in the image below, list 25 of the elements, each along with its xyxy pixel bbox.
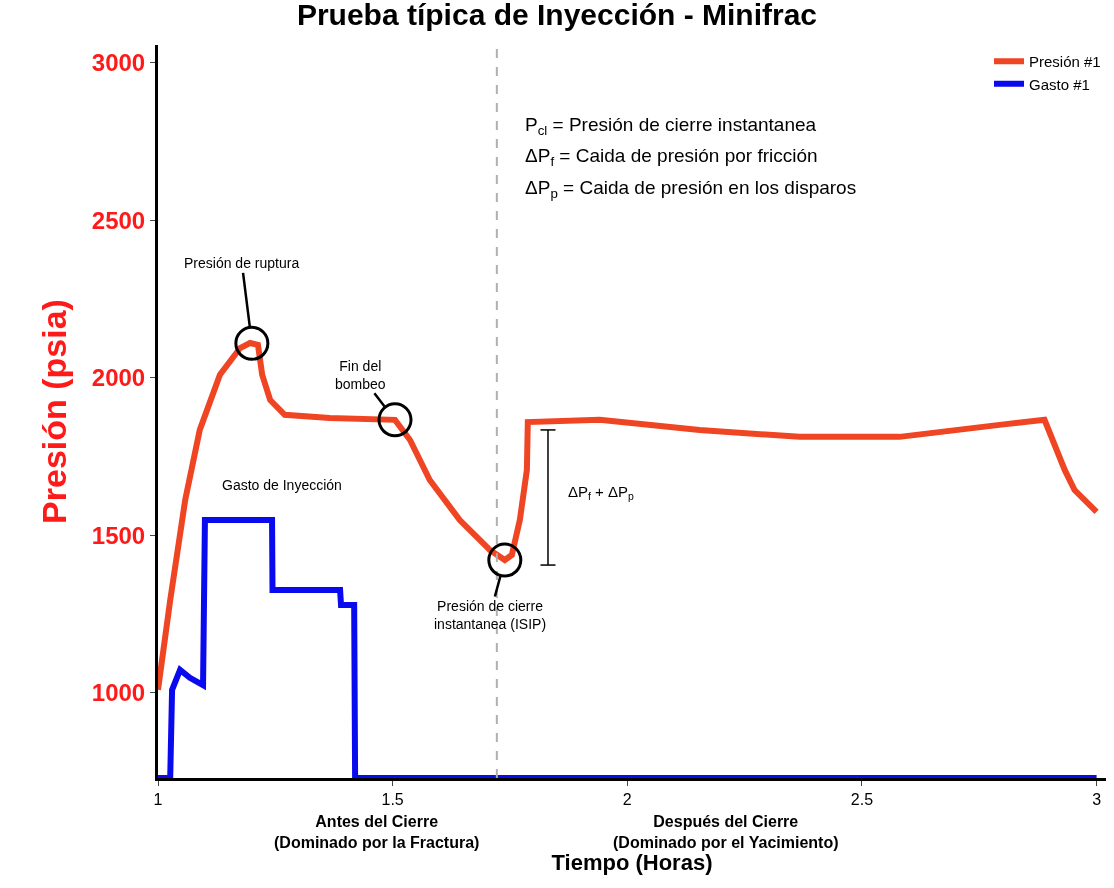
annotation: ΔP$_{f}$ = Caida de presión por fricción	[525, 145, 818, 169]
x-tick-label: 2.5	[850, 791, 874, 809]
y-tick-label: 2000	[91, 364, 146, 392]
annotation: ΔP$_{p}$ = Caida de presión en los disparos	[525, 177, 857, 201]
y-tick-label: 1500	[91, 521, 146, 549]
annotation: Gasto de Inyección	[222, 477, 342, 493]
annotation: Presión de cierre instantanea (ISIP)	[434, 598, 547, 633]
x-tick-label: 3	[1092, 791, 1102, 809]
text: Después del Cierre (Dominado por el Yacimiento)	[613, 813, 839, 851]
x-tick-label: 2	[622, 791, 632, 809]
legend-label: Gasto #1	[1029, 75, 1090, 93]
y-tick-label: 1000	[91, 679, 146, 707]
text: Antes del Cierre (Dominado por la Fractura)	[274, 813, 480, 851]
x-tick-label: 1	[153, 791, 163, 809]
y-axis-title: Presión (psia)	[35, 299, 74, 524]
annotation: ΔP$_{f}$ + ΔP$_{p}$	[568, 483, 635, 503]
x-axis-title: Tiempo (Horas)	[551, 850, 713, 876]
chart-title: Prueba típica de Inyección - Minifrac	[296, 0, 818, 32]
legend-label: Presión #1	[1029, 53, 1101, 71]
annotation: P$_{cl}$ = Presión de cierre instantanea	[525, 114, 817, 138]
annotation: Presión de ruptura	[184, 255, 300, 271]
x-tick-label: 1.5	[381, 791, 404, 809]
y-tick-label: 2500	[91, 206, 146, 234]
y-tick-label: 3000	[91, 49, 146, 77]
annotation: Fin del bombeo	[335, 358, 386, 393]
